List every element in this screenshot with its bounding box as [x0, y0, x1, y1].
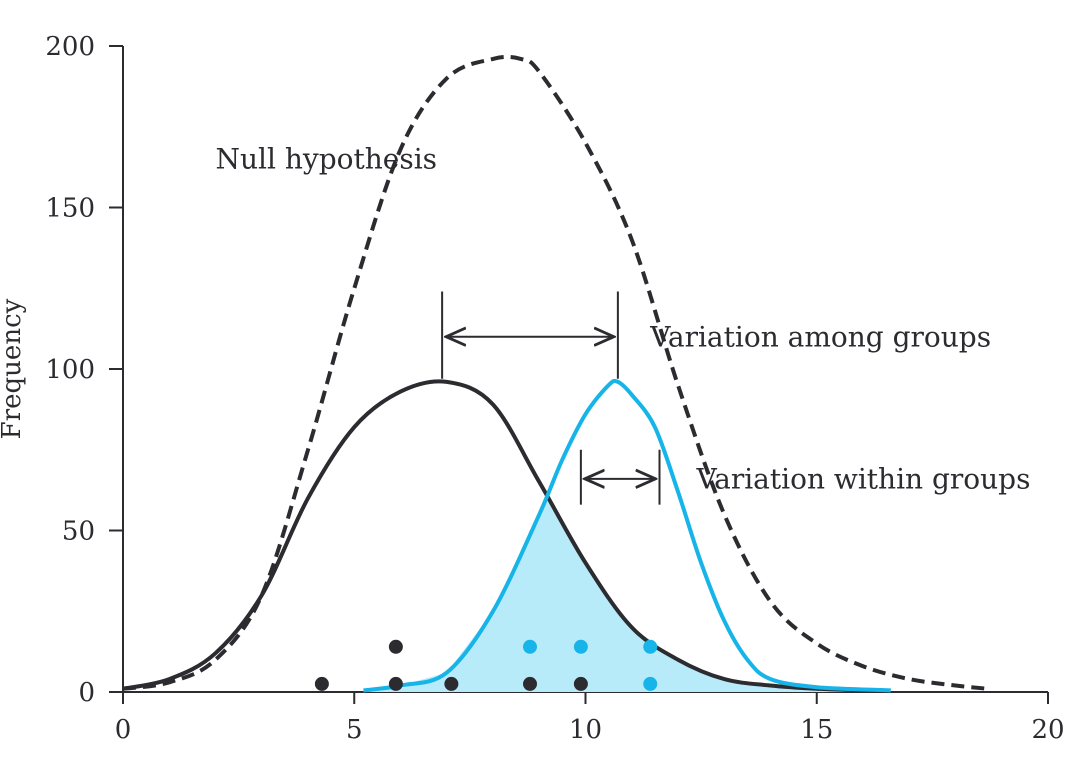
y-tick-label: 100 — [45, 355, 95, 385]
overlap-area — [363, 497, 863, 692]
data-point-blue — [643, 639, 658, 654]
x-tick-label: 0 — [115, 715, 132, 745]
y-tick-label: 150 — [45, 194, 95, 224]
x-tick-label: 20 — [1031, 715, 1064, 745]
data-point-dark — [573, 676, 588, 691]
data-point-blue — [643, 676, 658, 691]
data-point-dark — [444, 676, 459, 691]
data-point-dark — [314, 676, 329, 691]
data-point-dark — [388, 639, 403, 654]
y-tick-label: 50 — [62, 517, 95, 547]
group-dark-curve — [122, 379, 864, 693]
y-tick-label: 0 — [78, 678, 95, 708]
data-point-blue — [573, 639, 588, 654]
y-tick-label: 200 — [45, 32, 95, 62]
variation-among-label: Variation among groups — [649, 320, 991, 353]
annotations: Null hypothesis Variation among groups Var… — [216, 143, 1031, 505]
data-point-blue — [523, 639, 537, 654]
group-blue-curve — [363, 378, 891, 693]
data-point-dark — [388, 676, 403, 691]
y-axis-label: Frequency — [0, 298, 27, 439]
series-layer — [122, 54, 989, 693]
data-point-dark — [523, 676, 537, 691]
x-tick-label: 5 — [346, 715, 363, 745]
variation-within-label: Variation within groups — [696, 463, 1031, 496]
x-tick-label: 10 — [569, 715, 602, 745]
null-hypothesis-label: Null hypothesis — [216, 143, 438, 176]
points-layer — [314, 639, 658, 691]
x-tick-label: 15 — [800, 715, 833, 745]
